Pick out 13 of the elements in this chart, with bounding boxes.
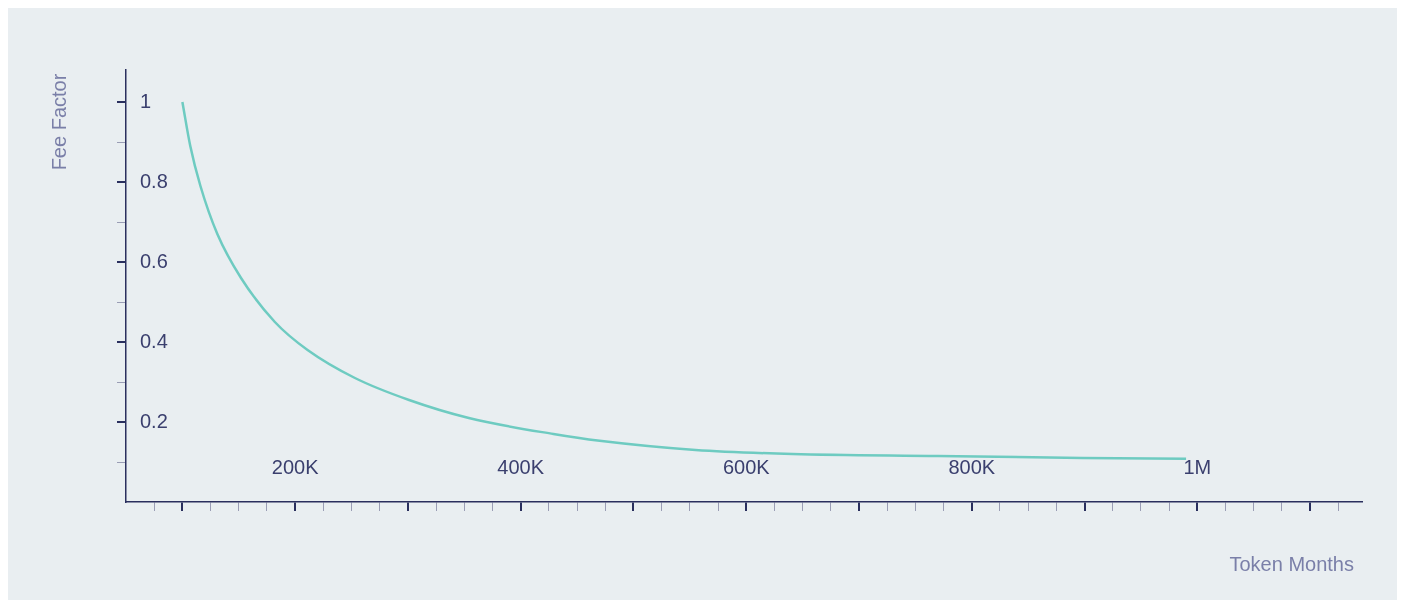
x-tick-label: 200K: [271, 455, 320, 478]
y-tick-label: 0.4: [140, 329, 168, 352]
x-tick-label: 400K: [497, 455, 545, 478]
x-axis-title: Token Months: [1229, 552, 1354, 575]
y-axis-title: Fee Factor: [47, 73, 70, 171]
y-tick-label: 0.6: [140, 249, 168, 272]
y-tick-label: 0.2: [140, 409, 168, 432]
line-series: [181, 100, 1188, 461]
y-tick-label: 1: [140, 89, 152, 112]
x-tick-label: 800K: [948, 455, 996, 478]
y-tick-label: 0.8: [140, 169, 168, 192]
x-tick-label: 1M: [1183, 455, 1212, 478]
x-tick-label: 600K: [722, 455, 771, 478]
